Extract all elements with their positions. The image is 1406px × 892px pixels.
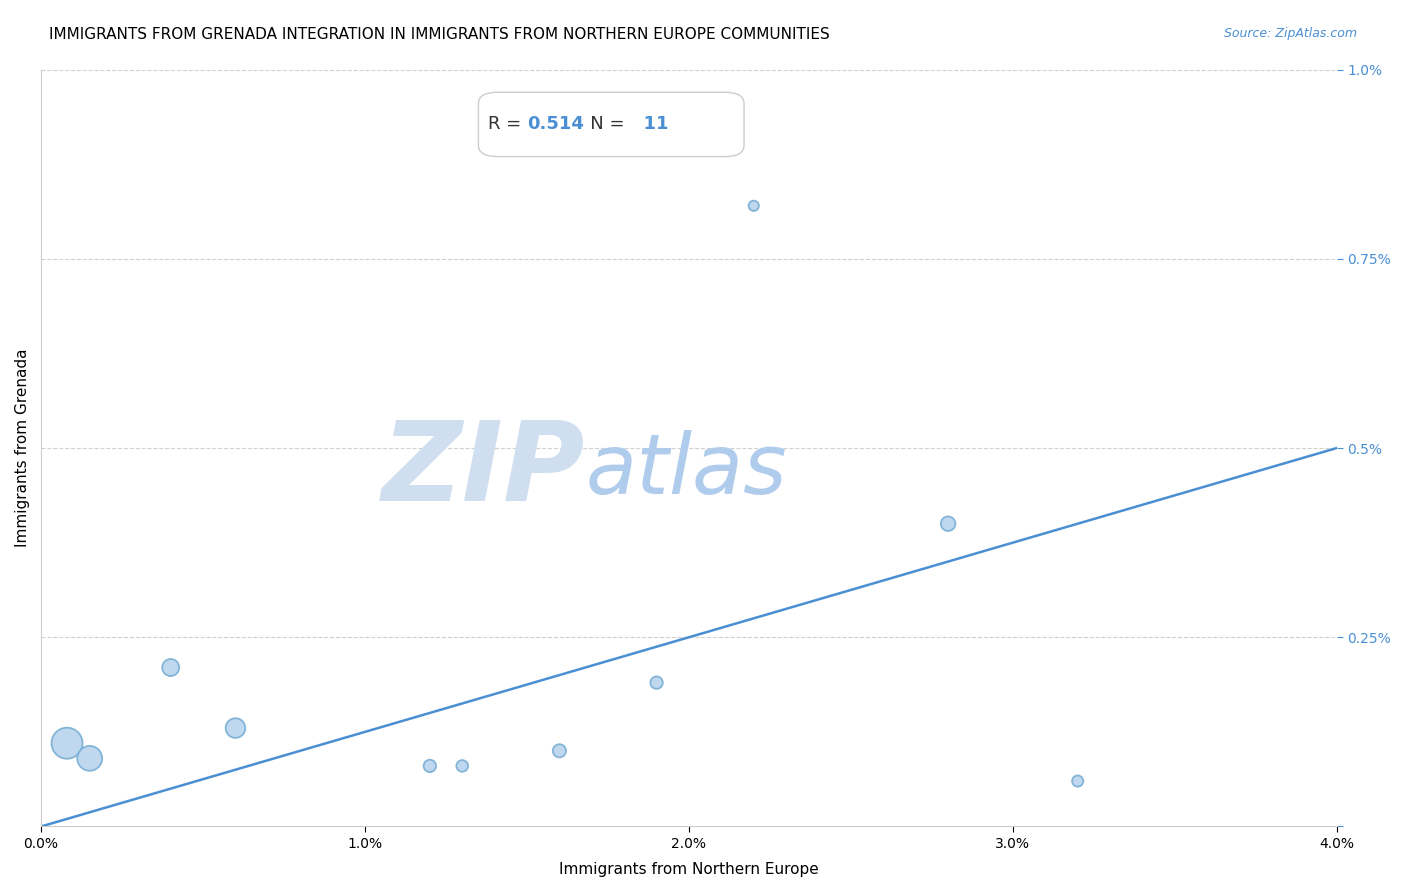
Text: IMMIGRANTS FROM GRENADA INTEGRATION IN IMMIGRANTS FROM NORTHERN EUROPE COMMUNITI: IMMIGRANTS FROM GRENADA INTEGRATION IN I…	[49, 27, 830, 42]
Point	[1066, 774, 1088, 789]
Point	[451, 759, 474, 773]
Point	[79, 751, 101, 765]
Point	[645, 675, 668, 690]
Text: N =: N =	[574, 115, 631, 134]
Point	[742, 199, 765, 213]
Point	[159, 660, 181, 674]
Text: R =: R =	[488, 115, 527, 134]
Text: 11: 11	[631, 115, 668, 134]
FancyBboxPatch shape	[478, 92, 744, 157]
Text: 0.514: 0.514	[527, 115, 583, 134]
Text: ZIP: ZIP	[382, 417, 585, 524]
Point	[548, 744, 571, 758]
Text: atlas: atlas	[585, 430, 787, 511]
Point	[936, 516, 959, 531]
Point	[224, 721, 246, 735]
Y-axis label: Immigrants from Grenada: Immigrants from Grenada	[15, 349, 30, 548]
Text: Source: ZipAtlas.com: Source: ZipAtlas.com	[1223, 27, 1357, 40]
Point	[419, 759, 441, 773]
Point	[56, 736, 79, 750]
X-axis label: Immigrants from Northern Europe: Immigrants from Northern Europe	[560, 862, 818, 877]
